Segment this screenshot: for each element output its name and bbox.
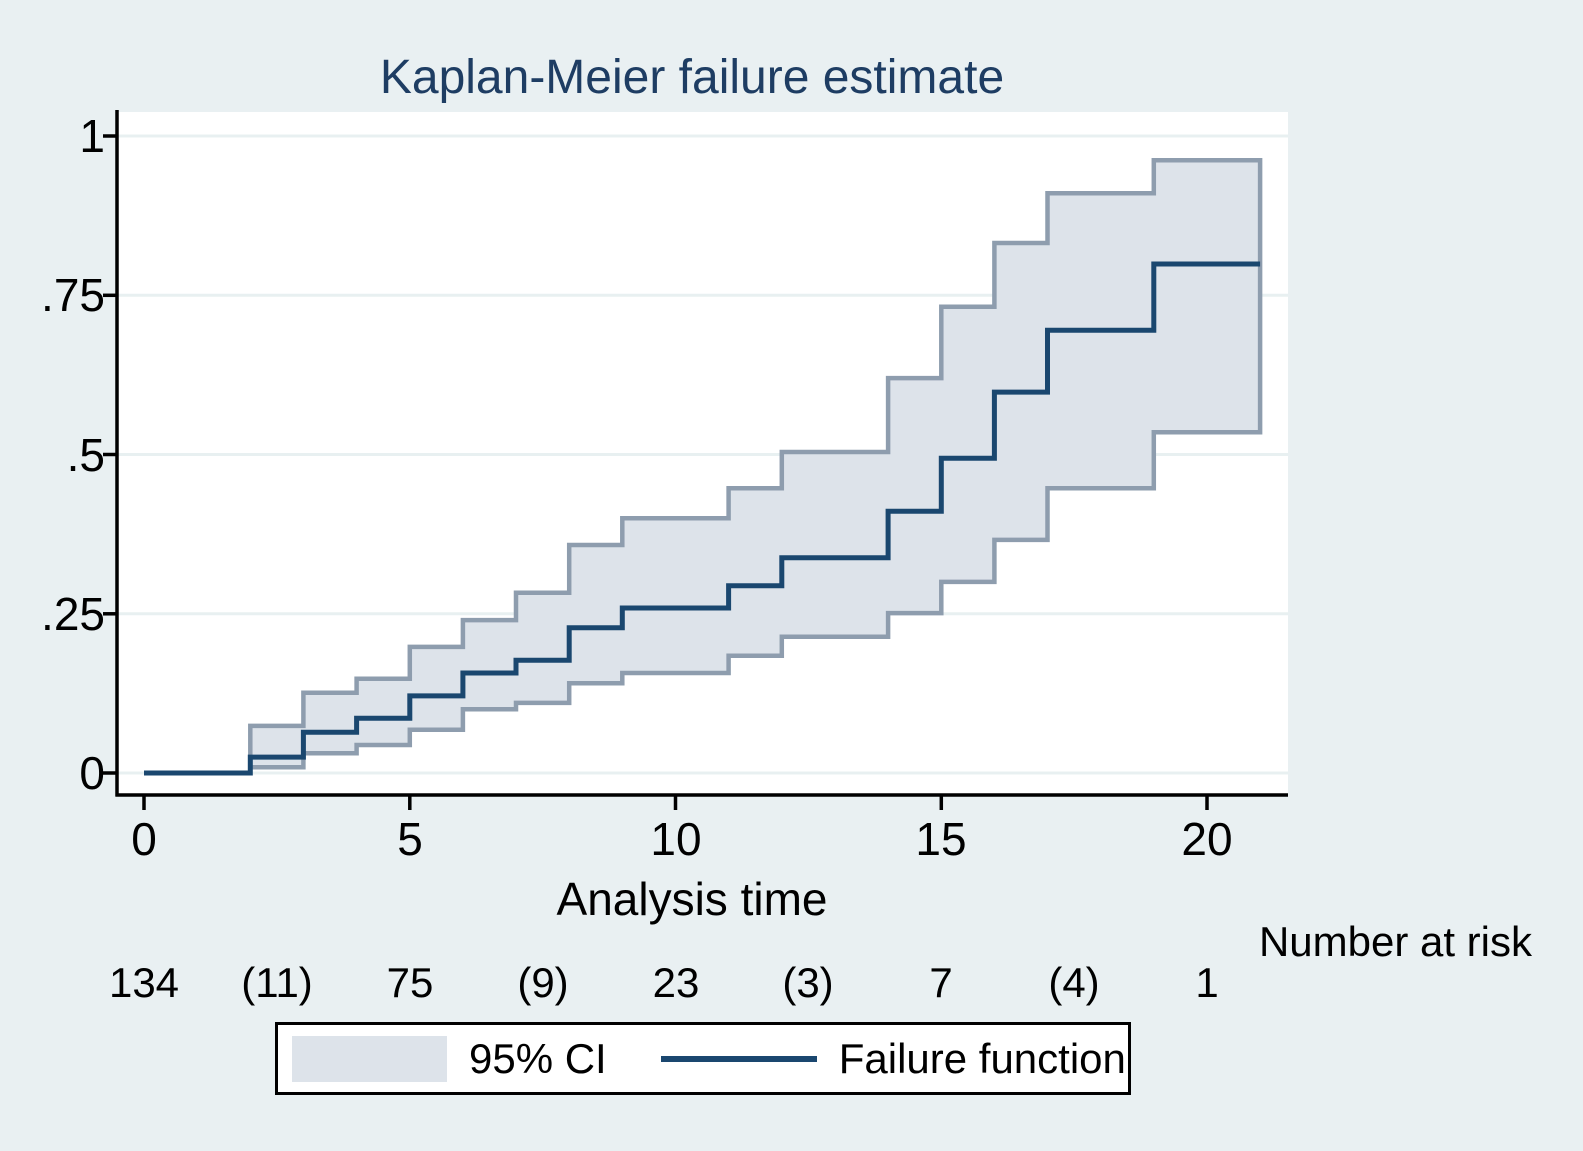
legend-label-ci: 95% CI [469, 1034, 607, 1082]
failure-line-sample-icon [660, 1055, 817, 1062]
y-tick-label-1: 1 [79, 110, 105, 162]
legend-label-failure: Failure function [838, 1034, 1126, 1082]
x-tick-label-0: 0 [131, 813, 157, 865]
ci-band [248, 157, 1263, 770]
y-tick-label-0: 0 [79, 747, 105, 799]
risk-failures: (4) [1048, 959, 1100, 1006]
x-tick-label-20: 20 [1181, 813, 1233, 865]
risk-failures: (11) [241, 959, 313, 1006]
risk-count: 134 [108, 959, 180, 1006]
failure-curve [144, 261, 1261, 776]
x-axis-title: Analysis time [556, 873, 828, 925]
risk-table-title: Number at risk [1258, 918, 1532, 965]
legend-box: 95% CI Failure function [275, 1022, 1131, 1095]
x-tick-label-5: 5 [397, 813, 423, 865]
y-tick-label-05: .5 [66, 429, 105, 481]
risk-failures: (3) [782, 959, 834, 1006]
ci-area-swatch-icon [292, 1035, 447, 1082]
risk-count: 7 [929, 959, 953, 1006]
risk-count: 23 [652, 959, 700, 1006]
y-tick-label-025: .25 [41, 588, 105, 640]
chart-title: Kaplan-Meier failure estimate [379, 51, 1005, 104]
x-tick-label-15: 15 [915, 813, 967, 865]
risk-failures: (9) [517, 959, 569, 1006]
risk-count: 75 [386, 959, 434, 1006]
x-tick-label-10: 10 [650, 813, 702, 865]
y-tick-label-075: .75 [41, 269, 105, 321]
risk-count: 1 [1195, 959, 1219, 1006]
